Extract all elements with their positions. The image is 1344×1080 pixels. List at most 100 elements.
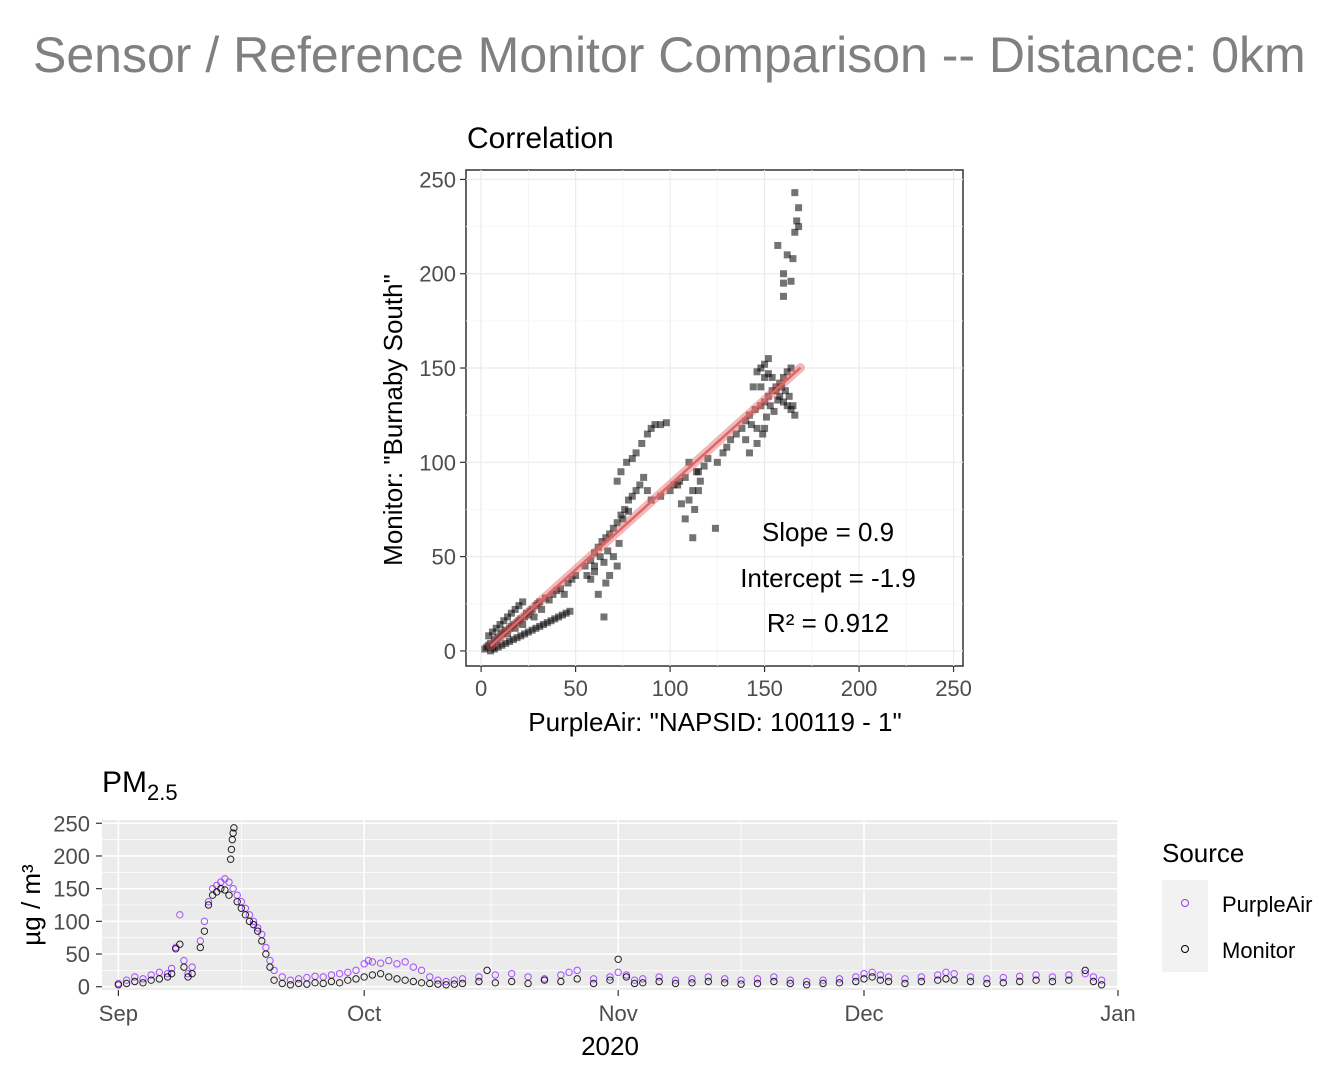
correlation-point bbox=[619, 515, 627, 523]
correlation-point bbox=[761, 373, 769, 381]
timeseries-point-purpleair bbox=[868, 968, 876, 977]
timeseries-point-monitor bbox=[639, 979, 647, 987]
correlation-point bbox=[511, 605, 519, 613]
timeseries-point-purpleair bbox=[901, 975, 909, 983]
correlation-point bbox=[795, 223, 803, 231]
correlation-x-tick-label: 50 bbox=[563, 676, 587, 701]
timeseries-point-monitor bbox=[335, 979, 344, 987]
timeseries-point-monitor bbox=[524, 979, 532, 988]
correlation-point bbox=[606, 530, 614, 538]
correlation-point bbox=[524, 611, 532, 619]
correlation-point bbox=[628, 492, 636, 500]
timeseries-point-monitor bbox=[368, 971, 377, 979]
timeseries-point-monitor bbox=[270, 976, 278, 984]
correlation-point bbox=[617, 511, 625, 519]
timeseries-point-purpleair bbox=[983, 975, 991, 983]
correlation-point bbox=[538, 605, 546, 613]
correlation-point bbox=[778, 383, 786, 391]
timeseries-point-purpleair bbox=[721, 975, 729, 983]
timeseries-point-monitor bbox=[450, 980, 459, 988]
timeseries-point-monitor bbox=[671, 979, 680, 988]
correlation-slope-annotation: Slope = 0.9 bbox=[762, 517, 894, 547]
timeseries-x-ticks: Sep Oct Nov Dec Jan bbox=[99, 990, 1136, 1026]
timeseries-point-monitor bbox=[786, 979, 794, 988]
correlation-point bbox=[791, 189, 799, 197]
correlation-point bbox=[606, 571, 614, 579]
timeseries-point-monitor bbox=[901, 979, 909, 988]
timeseries-point-monitor bbox=[266, 963, 274, 971]
correlation-point bbox=[757, 402, 765, 410]
legend-key-purpleair bbox=[1181, 899, 1189, 907]
timeseries-points bbox=[114, 824, 1106, 989]
correlation-point bbox=[515, 602, 523, 610]
correlation-point bbox=[761, 398, 769, 406]
correlation-point bbox=[553, 587, 561, 595]
timeseries-point-monitor bbox=[360, 973, 368, 981]
timeseries-point-monitor bbox=[589, 979, 598, 988]
timeseries-x-tick-label: Nov bbox=[599, 1001, 638, 1026]
correlation-point bbox=[691, 505, 699, 513]
correlation-point bbox=[625, 507, 633, 515]
timeseries-point-monitor bbox=[507, 977, 516, 986]
correlation-point bbox=[787, 364, 795, 372]
correlation-point bbox=[789, 402, 797, 410]
timeseries-point-monitor bbox=[303, 980, 311, 988]
timeseries-point-purpleair bbox=[225, 878, 233, 886]
timeseries-point-monitor bbox=[229, 829, 237, 837]
correlation-point bbox=[776, 392, 784, 400]
correlation-point bbox=[613, 477, 621, 485]
correlation-point bbox=[768, 373, 776, 381]
correlation-point bbox=[638, 439, 646, 447]
timeseries-point-purpleair bbox=[294, 975, 303, 983]
correlation-point bbox=[764, 370, 772, 378]
correlation-point bbox=[602, 534, 610, 542]
correlation-point bbox=[666, 487, 674, 495]
timeseries-point-monitor bbox=[258, 937, 266, 945]
timeseries-point-monitor bbox=[1097, 981, 1106, 989]
timeseries-point-purpleair bbox=[884, 973, 893, 981]
timeseries-point-monitor bbox=[221, 886, 229, 894]
correlation-point bbox=[647, 424, 655, 432]
timeseries-point-monitor bbox=[573, 975, 581, 983]
timeseries-point-monitor bbox=[401, 976, 409, 984]
correlation-point bbox=[783, 251, 791, 259]
timeseries-y-tick-label: 50 bbox=[66, 942, 90, 967]
correlation-point bbox=[689, 487, 697, 495]
timeseries-point-purpleair bbox=[1015, 972, 1024, 980]
correlation-y-tick-label: 50 bbox=[432, 545, 456, 570]
timeseries-point-monitor bbox=[917, 977, 926, 986]
timeseries-point-purpleair bbox=[167, 964, 176, 973]
correlation-point bbox=[761, 360, 769, 368]
timeseries-point-purpleair bbox=[417, 966, 426, 975]
correlation-r2-annotation: R² = 0.912 bbox=[767, 608, 889, 638]
correlation-point bbox=[696, 477, 704, 485]
timeseries-point-purpleair bbox=[434, 976, 442, 984]
timeseries-y-tick-label: 200 bbox=[53, 844, 90, 869]
timeseries-point-monitor bbox=[278, 979, 286, 988]
correlation-point bbox=[781, 387, 789, 395]
correlation-point bbox=[779, 292, 787, 300]
correlation-point bbox=[492, 624, 500, 632]
correlation-point bbox=[776, 379, 784, 387]
correlation-point bbox=[488, 628, 496, 636]
timeseries-point-monitor bbox=[311, 979, 319, 987]
correlation-point bbox=[647, 496, 655, 504]
correlation-point bbox=[594, 590, 602, 598]
correlation-point bbox=[596, 553, 604, 561]
correlation-point bbox=[621, 505, 629, 513]
timeseries-point-monitor bbox=[876, 976, 885, 984]
correlation-point bbox=[753, 424, 761, 432]
timeseries-point-purpleair bbox=[229, 884, 237, 893]
timeseries-point-monitor bbox=[155, 975, 164, 983]
correlation-point bbox=[753, 439, 761, 447]
correlation-point bbox=[504, 613, 512, 621]
correlation-point bbox=[685, 458, 693, 466]
timeseries-point-monitor bbox=[737, 980, 745, 988]
timeseries-point-monitor bbox=[409, 977, 418, 986]
timeseries-point-monitor bbox=[614, 955, 622, 963]
timeseries-point-monitor bbox=[176, 940, 184, 948]
timeseries-point-monitor bbox=[319, 979, 327, 988]
correlation-point bbox=[693, 468, 701, 476]
timeseries-point-monitor bbox=[630, 979, 639, 988]
timeseries-y-tick-label: 250 bbox=[53, 811, 90, 836]
